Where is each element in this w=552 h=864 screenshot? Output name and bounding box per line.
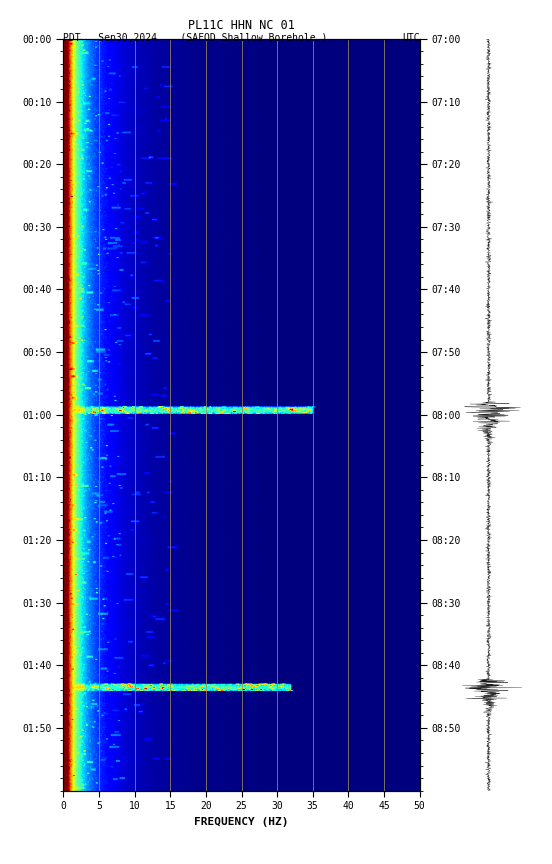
- X-axis label: FREQUENCY (HZ): FREQUENCY (HZ): [194, 816, 289, 827]
- Text: PL11C HHN NC 01: PL11C HHN NC 01: [188, 19, 295, 32]
- Text: UTC: UTC: [402, 33, 420, 43]
- Text: PDT   Sep30,2024    (SAFOD Shallow Borehole ): PDT Sep30,2024 (SAFOD Shallow Borehole ): [63, 33, 328, 43]
